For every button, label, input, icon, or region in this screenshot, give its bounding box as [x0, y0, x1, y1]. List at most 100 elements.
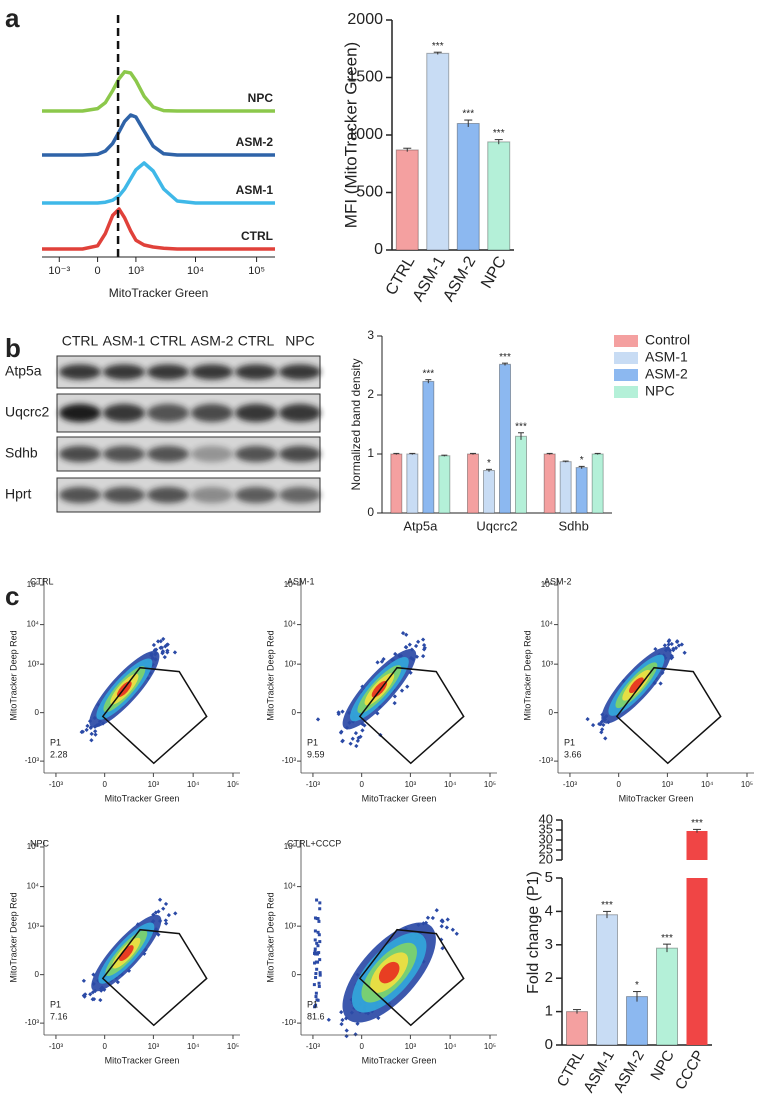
blot-band	[103, 445, 145, 463]
significance: *	[580, 455, 584, 466]
legend-swatch	[614, 335, 638, 347]
event-dot	[440, 919, 445, 924]
event-dot	[318, 973, 322, 977]
x-tick-label: -10³	[49, 780, 64, 789]
lane-label: CTRL	[150, 333, 187, 349]
x-tick-label: 10⁴	[187, 265, 204, 277]
event-dot	[154, 647, 159, 652]
x-tick-label: 10⁵	[227, 1042, 239, 1051]
bar	[438, 455, 451, 514]
bar	[559, 461, 572, 514]
x-tick-label: -10³	[306, 780, 321, 789]
y-tick-label: 0	[292, 970, 297, 979]
x-tick-label: CCCP	[672, 1047, 708, 1092]
bar	[543, 453, 556, 514]
gate	[615, 666, 722, 765]
x-tick-label: 10⁴	[444, 780, 457, 789]
legend-label: ASM-2	[645, 366, 688, 382]
bar	[487, 141, 511, 251]
event-dot	[165, 648, 170, 653]
y-tick-label: 10³	[284, 659, 296, 668]
event-dot	[98, 997, 103, 1003]
x-tick-label: 0	[616, 780, 621, 789]
event-dot	[164, 921, 169, 926]
event-dot	[158, 645, 163, 651]
gate	[358, 666, 465, 765]
event-dot	[158, 639, 163, 644]
bar	[686, 878, 708, 1045]
gate-value: 7.16	[50, 1011, 68, 1021]
x-tick-label: Sdhb	[558, 518, 588, 533]
significance: ***	[499, 352, 511, 363]
significance: *	[487, 458, 491, 469]
event-dot	[313, 916, 317, 920]
density-level	[378, 961, 400, 984]
event-dot	[355, 738, 360, 744]
event-dot	[315, 717, 321, 722]
bar	[596, 914, 618, 1046]
event-dot	[450, 927, 455, 932]
lane-label: NPC	[285, 333, 315, 349]
x-tick-label: 0	[102, 780, 107, 789]
event-dot	[161, 636, 166, 642]
event-dot	[165, 642, 170, 647]
density-cloud	[585, 638, 687, 741]
event-dot	[314, 995, 318, 999]
x-tick-label: ASM-2	[610, 1047, 648, 1095]
bar	[422, 380, 435, 514]
event-dot	[318, 901, 322, 905]
event-dot	[340, 738, 345, 743]
event-dot	[89, 731, 94, 736]
event-dot	[340, 1017, 345, 1023]
bar	[483, 470, 495, 514]
density-curve	[42, 161, 275, 205]
bar	[406, 453, 419, 514]
y-tick-label: 0	[35, 970, 40, 979]
event-dot	[403, 645, 408, 650]
x-tick-label: 10³	[148, 1042, 160, 1051]
event-dot	[658, 681, 663, 686]
event-dot	[313, 961, 317, 965]
event-dot	[163, 918, 168, 923]
plot-title: CTRL+CCCP	[287, 838, 341, 848]
x-tick-label: 10⁴	[444, 1042, 457, 1051]
y-tick-label: -10³	[25, 1018, 40, 1027]
event-dot	[314, 991, 318, 995]
x-tick-label: 0	[359, 1042, 364, 1051]
event-dot	[400, 630, 406, 636]
event-dot	[316, 944, 320, 948]
significance: ***	[493, 128, 505, 139]
event-dot	[315, 917, 319, 921]
x-tick-label: 10⁵	[484, 780, 496, 789]
y-tick-label: 10⁵	[541, 580, 553, 589]
event-dot	[151, 642, 157, 648]
bar	[426, 52, 450, 251]
event-dot	[662, 643, 668, 648]
event-dot	[344, 1028, 349, 1033]
event-dot	[413, 643, 419, 649]
bar	[656, 947, 678, 1046]
bar	[566, 1011, 588, 1046]
blot-band	[59, 364, 101, 380]
event-dot	[600, 727, 605, 732]
x-tick-label: 0	[95, 265, 101, 277]
y-tick-label: 0	[367, 505, 374, 519]
event-dot	[339, 729, 344, 734]
legend-swatch	[614, 352, 638, 364]
lane-label: ASM-2	[191, 333, 234, 349]
gate	[101, 928, 208, 1027]
y-tick-label: 20	[539, 851, 553, 866]
x-tick-label: 0	[102, 1042, 107, 1051]
density-cloud	[79, 636, 178, 743]
y-tick-label: 3	[367, 328, 374, 342]
event-dot	[375, 660, 380, 665]
y-axis-label: MitoTracker Deep Red	[265, 892, 275, 982]
panel-label: c	[5, 581, 19, 611]
gate-value: 9.59	[307, 749, 325, 759]
significance: ***	[432, 41, 444, 52]
event-dot	[439, 924, 444, 929]
x-tick-label: Uqcrc2	[476, 518, 517, 533]
y-axis-label: MFI (MitoTracker Green)	[341, 42, 360, 228]
event-dot	[404, 632, 409, 637]
